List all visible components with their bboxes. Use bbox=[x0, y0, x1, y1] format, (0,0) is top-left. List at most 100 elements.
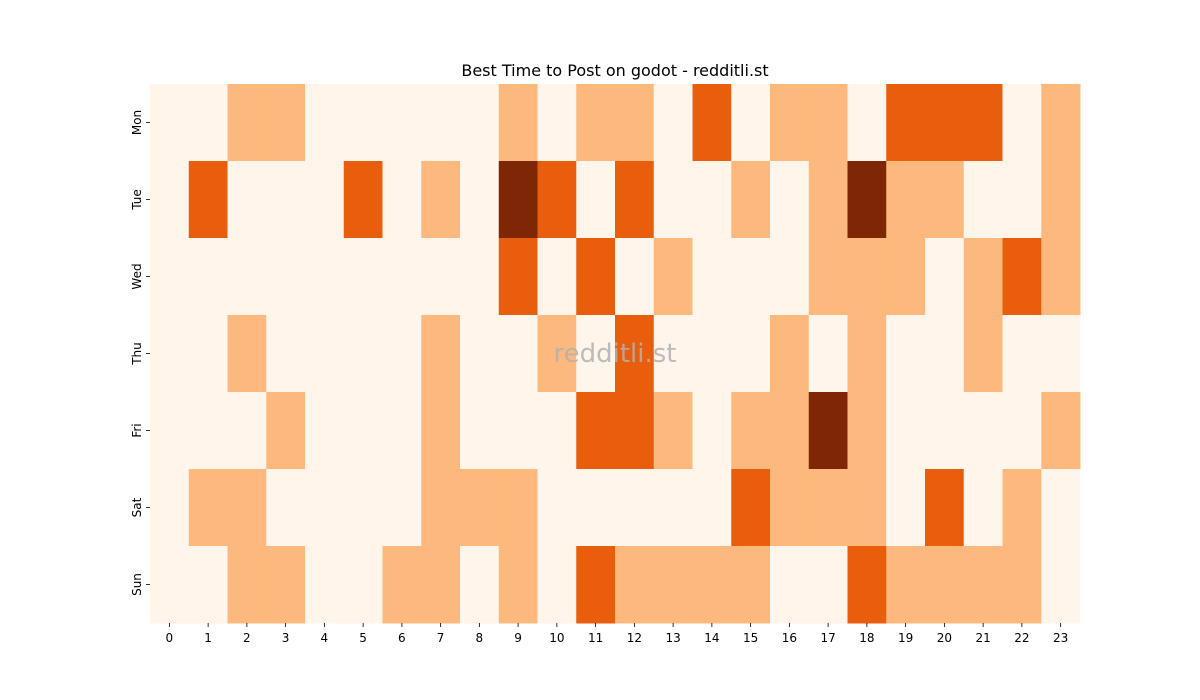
heatmap-cell-sat-17 bbox=[808, 469, 848, 547]
heatmap-cell-mon-15 bbox=[731, 84, 771, 162]
heatmap-cell-thu-1 bbox=[188, 315, 228, 393]
heatmap-cell-tue-12 bbox=[615, 161, 655, 239]
y-tick-label: Fri bbox=[130, 423, 144, 437]
heatmap-cell-sun-19 bbox=[886, 546, 926, 624]
heatmap-cell-sun-5 bbox=[343, 546, 383, 624]
heatmap-cell-sat-3 bbox=[266, 469, 306, 547]
heatmap-cell-wed-21 bbox=[963, 238, 1003, 316]
heatmap-cell-fri-9 bbox=[498, 392, 538, 470]
heatmap-cell-fri-8 bbox=[460, 392, 500, 470]
heatmap-cell-sun-16 bbox=[770, 546, 810, 624]
heatmap-cell-tue-20 bbox=[925, 161, 965, 239]
heatmap-cell-mon-11 bbox=[576, 84, 616, 162]
heatmap-cell-mon-17 bbox=[808, 84, 848, 162]
heatmap-cell-tue-23 bbox=[1041, 161, 1081, 239]
heatmap-cell-sun-6 bbox=[382, 546, 422, 624]
y-axis: Mon Tue Wed Thu Fri Sat Sun bbox=[130, 110, 150, 596]
heatmap-cell-sun-3 bbox=[266, 546, 306, 624]
chart-title: Best Time to Post on godot - redditli.st bbox=[461, 61, 768, 80]
x-tick-label: 8 bbox=[476, 631, 484, 645]
x-tick-label: 7 bbox=[437, 631, 445, 645]
heatmap-cell-tue-22 bbox=[1002, 161, 1042, 239]
heatmap-cell-wed-18 bbox=[847, 238, 887, 316]
heatmap-cell-mon-1 bbox=[188, 84, 228, 162]
heatmap-cell-fri-12 bbox=[615, 392, 655, 470]
heatmap-cell-sat-23 bbox=[1041, 469, 1081, 547]
heatmap-cell-sun-21 bbox=[963, 546, 1003, 624]
heatmap-cell-fri-0 bbox=[150, 392, 190, 470]
heatmap-cell-sat-8 bbox=[460, 469, 500, 547]
x-tick-label: 1 bbox=[204, 631, 212, 645]
heatmap-cell-thu-2 bbox=[227, 315, 267, 393]
heatmap-cell-mon-3 bbox=[266, 84, 306, 162]
y-tick-label: Sun bbox=[130, 573, 144, 596]
heatmap-cell-sun-8 bbox=[460, 546, 500, 624]
heatmap-cell-tue-6 bbox=[382, 161, 422, 239]
heatmap-cell-sat-21 bbox=[963, 469, 1003, 547]
heatmap-cell-fri-1 bbox=[188, 392, 228, 470]
heatmap-cell-wed-12 bbox=[615, 238, 655, 316]
heatmap-cell-sun-15 bbox=[731, 546, 771, 624]
x-tick-label: 2 bbox=[243, 631, 251, 645]
x-tick-label: 15 bbox=[743, 631, 758, 645]
x-tick-label: 22 bbox=[1014, 631, 1029, 645]
heatmap-cell-fri-17 bbox=[808, 392, 848, 470]
heatmap-cell-wed-5 bbox=[343, 238, 383, 316]
x-tick-label: 23 bbox=[1053, 631, 1068, 645]
heatmap-cell-fri-18 bbox=[847, 392, 887, 470]
y-tick-label: Tue bbox=[130, 189, 144, 211]
y-tick-label: Thu bbox=[130, 342, 144, 366]
heatmap-cell-fri-23 bbox=[1041, 392, 1081, 470]
heatmap-cell-tue-14 bbox=[692, 161, 732, 239]
heatmap-cell-thu-4 bbox=[305, 315, 345, 393]
heatmap-cell-fri-2 bbox=[227, 392, 267, 470]
heatmap-cell-thu-15 bbox=[731, 315, 771, 393]
x-tick-label: 18 bbox=[859, 631, 874, 645]
heatmap-cell-mon-5 bbox=[343, 84, 383, 162]
x-tick-label: 10 bbox=[549, 631, 564, 645]
heatmap-cell-thu-22 bbox=[1002, 315, 1042, 393]
heatmap-cell-wed-11 bbox=[576, 238, 616, 316]
heatmap-cell-sun-7 bbox=[421, 546, 461, 624]
heatmap-cell-mon-20 bbox=[925, 84, 965, 162]
heatmap-cell-thu-6 bbox=[382, 315, 422, 393]
heatmap-cell-mon-8 bbox=[460, 84, 500, 162]
heatmap-cell-thu-18 bbox=[847, 315, 887, 393]
heatmap-cell-fri-16 bbox=[770, 392, 810, 470]
heatmap-cell-wed-3 bbox=[266, 238, 306, 316]
heatmap-cell-tue-13 bbox=[653, 161, 693, 239]
heatmap-cell-thu-16 bbox=[770, 315, 810, 393]
heatmap-cell-sun-0 bbox=[150, 546, 190, 624]
heatmap-cell-mon-4 bbox=[305, 84, 345, 162]
heatmap-cell-sat-10 bbox=[537, 469, 577, 547]
x-tick-label: 20 bbox=[937, 631, 952, 645]
heatmap-cell-sun-23 bbox=[1041, 546, 1081, 624]
x-tick-label: 4 bbox=[321, 631, 329, 645]
heatmap-cell-sat-15 bbox=[731, 469, 771, 547]
heatmap-cell-tue-17 bbox=[808, 161, 848, 239]
heatmap-cell-sun-13 bbox=[653, 546, 693, 624]
heatmap-cell-fri-6 bbox=[382, 392, 422, 470]
heatmap-cell-thu-21 bbox=[963, 315, 1003, 393]
heatmap-cell-mon-19 bbox=[886, 84, 926, 162]
heatmap-cell-thu-9 bbox=[498, 315, 538, 393]
heatmap-cell-tue-10 bbox=[537, 161, 577, 239]
heatmap-cell-sat-1 bbox=[188, 469, 228, 547]
heatmap-cell-fri-10 bbox=[537, 392, 577, 470]
heatmap-cell-fri-3 bbox=[266, 392, 306, 470]
heatmap-cell-sat-4 bbox=[305, 469, 345, 547]
x-tick-label: 14 bbox=[704, 631, 719, 645]
heatmap-cell-wed-8 bbox=[460, 238, 500, 316]
heatmap-cell-fri-22 bbox=[1002, 392, 1042, 470]
heatmap-cell-thu-20 bbox=[925, 315, 965, 393]
heatmap-cell-tue-4 bbox=[305, 161, 345, 239]
y-tick-label: Wed bbox=[130, 263, 144, 289]
heatmap-cell-tue-8 bbox=[460, 161, 500, 239]
heatmap-cell-wed-19 bbox=[886, 238, 926, 316]
x-tick-label: 17 bbox=[820, 631, 835, 645]
heatmap-cell-thu-17 bbox=[808, 315, 848, 393]
heatmap-cell-mon-16 bbox=[770, 84, 810, 162]
heatmap-cell-wed-15 bbox=[731, 238, 771, 316]
heatmap-cell-wed-22 bbox=[1002, 238, 1042, 316]
